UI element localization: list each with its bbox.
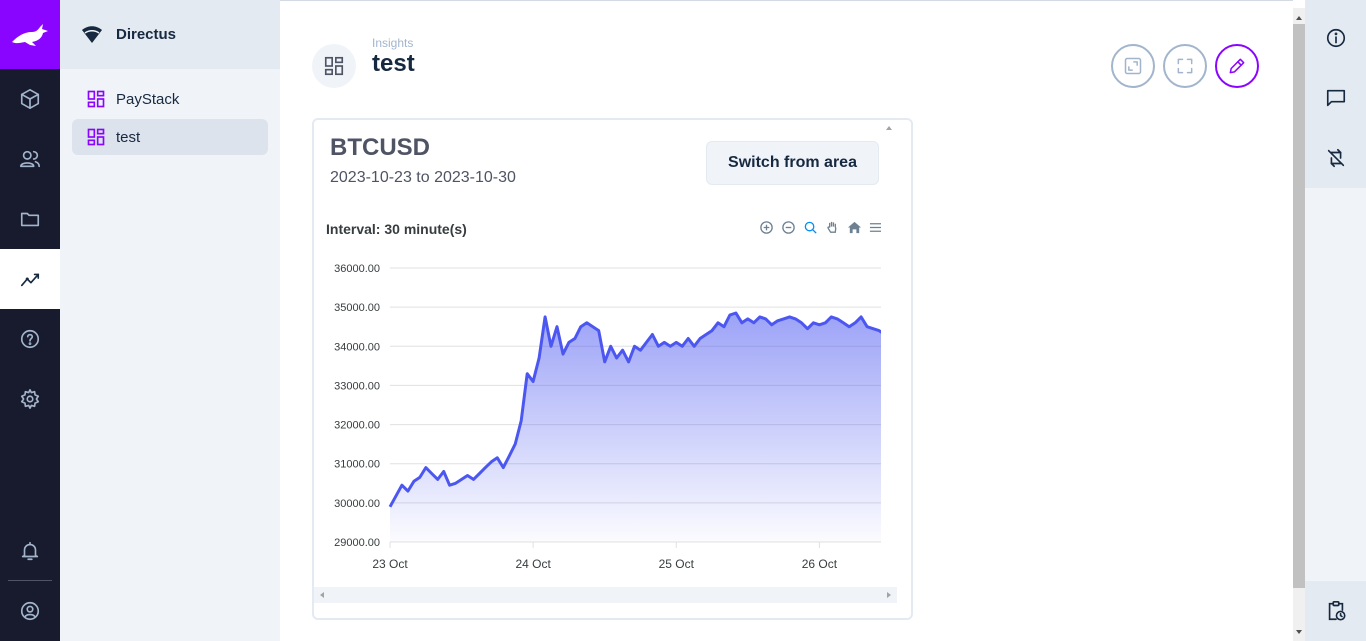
chat-bubble-icon xyxy=(1326,89,1345,107)
x-tick-label: 23 Oct xyxy=(372,557,408,571)
series-area xyxy=(390,313,885,542)
dashboard-icon xyxy=(324,56,344,76)
fit-to-screen-button[interactable] xyxy=(1111,44,1155,88)
y-tick-label: 32000.00 xyxy=(334,420,380,432)
nav-item-label: test xyxy=(116,128,141,146)
fullscreen-button[interactable] xyxy=(1163,44,1207,88)
home-icon xyxy=(847,221,861,233)
y-axis: 29000.00 30000.00 31000.00 32000.00 33000.00… xyxy=(334,263,380,549)
edit-button[interactable] xyxy=(1215,44,1259,88)
bell-icon xyxy=(21,541,39,561)
y-tick-label: 35000.00 xyxy=(334,302,380,314)
zoom-out-icon xyxy=(781,220,795,234)
chart-interval-title: Interval: 30 minute(s) xyxy=(326,221,467,237)
panel-date-range: 2023-10-23 to 2023-10-30 xyxy=(330,169,516,186)
area-chart[interactable]: 29000.00 30000.00 31000.00 32000.00 33000.00… xyxy=(314,250,897,580)
users-module-button[interactable] xyxy=(0,129,60,189)
pencil-icon xyxy=(1229,58,1245,74)
x-axis: 23 Oct 24 Oct 25 Oct 26 Oct xyxy=(372,541,885,571)
dashboard-icon xyxy=(87,90,105,108)
series-line xyxy=(388,311,886,508)
panel-vertical-scrollbar[interactable] xyxy=(881,120,897,603)
right-sidebar xyxy=(1305,0,1366,641)
dashboard-icon xyxy=(87,128,105,146)
y-tick-label: 30000.00 xyxy=(334,498,380,510)
info-icon xyxy=(1326,28,1345,48)
breadcrumb[interactable]: Insights xyxy=(372,36,414,50)
module-bar xyxy=(0,0,60,641)
project-header[interactable]: Directus xyxy=(60,0,280,69)
content-module-button[interactable] xyxy=(0,69,60,129)
scrollbar-arrows-icon xyxy=(320,592,891,598)
gear-icon xyxy=(20,389,40,409)
magnifier-icon xyxy=(804,221,817,234)
zoom-out-button[interactable] xyxy=(780,219,796,235)
help-icon xyxy=(20,329,40,349)
page-scrollbar-thumb[interactable] xyxy=(1293,24,1305,588)
user-profile-button[interactable] xyxy=(0,581,60,641)
y-tick-label: 33000.00 xyxy=(334,380,380,392)
comments-button[interactable] xyxy=(1305,68,1366,128)
x-tick-label: 24 Oct xyxy=(515,557,551,571)
info-button[interactable] xyxy=(1305,8,1366,68)
hand-icon xyxy=(826,221,836,233)
fit-screen-icon xyxy=(1124,57,1142,75)
fullscreen-icon xyxy=(1177,58,1193,74)
header-icon xyxy=(312,44,356,88)
x-tick-label: 25 Oct xyxy=(659,557,695,571)
hamburger-menu-icon xyxy=(869,222,883,232)
help-module-button[interactable] xyxy=(0,309,60,369)
chart-toolbar xyxy=(758,219,884,235)
chart-panel: BTCUSD 2023-10-23 to 2023-10-30 Switch f… xyxy=(312,118,913,620)
selection-zoom-button[interactable] xyxy=(802,219,818,235)
zoom-in-icon xyxy=(759,220,773,234)
y-tick-label: 29000.00 xyxy=(334,537,380,549)
scrollbar-arrows-icon xyxy=(1296,16,1302,634)
project-name: Directus xyxy=(116,26,177,43)
navigation-panel: Directus PayStack test xyxy=(60,0,280,641)
scrollbar-arrows-icon xyxy=(886,126,892,597)
page-title: test xyxy=(372,50,415,77)
reset-zoom-button[interactable] xyxy=(846,219,862,235)
folder-icon xyxy=(20,212,40,227)
zoom-in-button[interactable] xyxy=(758,219,774,235)
main-content: Insights test BTCUSD 2023-10-23 to 2023-… xyxy=(280,0,1293,641)
notifications-button[interactable] xyxy=(0,521,60,581)
rabbit-logo-icon xyxy=(12,23,48,46)
y-tick-label: 36000.00 xyxy=(334,263,380,275)
y-tick-label: 31000.00 xyxy=(334,459,380,471)
pan-button[interactable] xyxy=(824,219,840,235)
user-avatar-icon xyxy=(20,601,40,621)
sync-disabled-icon xyxy=(1327,148,1344,168)
project-logo-icon xyxy=(82,25,102,43)
x-tick-label: 26 Oct xyxy=(802,557,838,571)
flow-log-button[interactable] xyxy=(1305,581,1366,641)
insights-icon xyxy=(20,273,40,287)
chart-menu-button[interactable] xyxy=(868,219,884,235)
users-icon xyxy=(20,150,40,168)
dashboard-list: PayStack test xyxy=(60,69,280,169)
panel-horizontal-scrollbar[interactable] xyxy=(314,587,897,603)
switch-chart-type-button[interactable]: Switch from area xyxy=(706,141,879,185)
files-module-button[interactable] xyxy=(0,189,60,249)
y-tick-label: 34000.00 xyxy=(334,341,380,353)
sidebar-top xyxy=(1305,0,1366,188)
page-scrollbar[interactable] xyxy=(1293,8,1305,641)
panel-title: BTCUSD xyxy=(330,134,430,161)
settings-module-button[interactable] xyxy=(0,369,60,429)
clipboard-clock-icon xyxy=(1328,601,1346,621)
insights-module-button[interactable] xyxy=(0,249,60,309)
nav-item-test[interactable]: test xyxy=(72,119,268,155)
panel-content: BTCUSD 2023-10-23 to 2023-10-30 Switch f… xyxy=(314,120,897,603)
module-divider xyxy=(8,580,52,581)
auto-refresh-button[interactable] xyxy=(1305,128,1366,188)
cube-icon xyxy=(20,89,40,109)
directus-logo[interactable] xyxy=(0,0,60,69)
nav-item-label: PayStack xyxy=(116,90,180,108)
nav-item-paystack[interactable]: PayStack xyxy=(72,81,268,117)
